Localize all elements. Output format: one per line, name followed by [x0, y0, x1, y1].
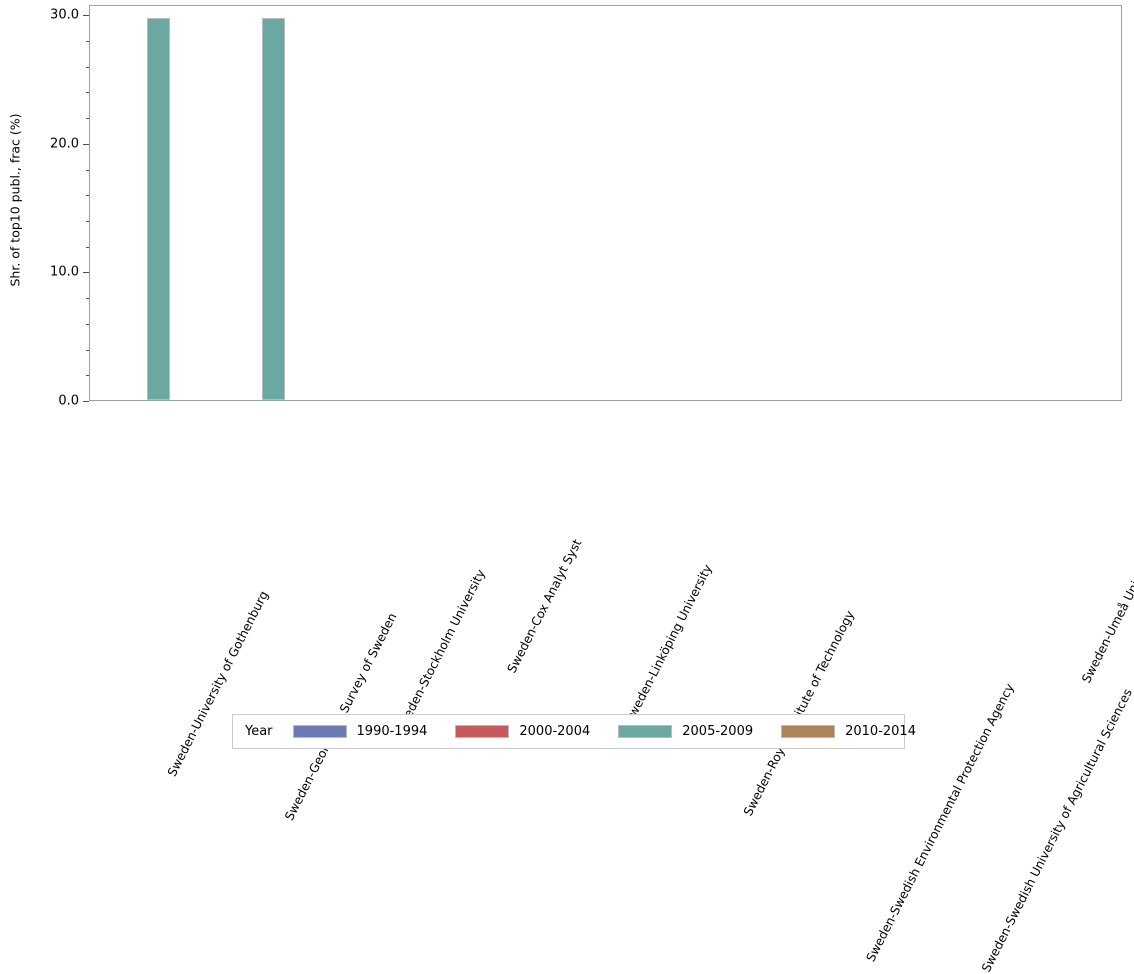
legend-entry[interactable]: 2005-2009: [618, 724, 753, 739]
y-tick-minor: [86, 41, 89, 42]
y-tick-minor: [86, 66, 89, 68]
x-tick-label-text: Sweden-Linköping University: [621, 562, 715, 726]
y-tick-minor: [86, 169, 89, 171]
legend-label: 2010-2014: [845, 724, 916, 739]
y-tick-major: [83, 272, 89, 274]
legend-swatch: [618, 725, 673, 738]
bar: [262, 18, 286, 400]
x-tick-label-text: Sweden-Swedish University of Agricultura…: [978, 686, 1134, 974]
y-tick-major: [83, 15, 89, 17]
x-tick-label: Sweden-Royal Institute of Technology: [741, 405, 961, 818]
x-tick-label: Sweden-Swedish Environmental Protection …: [864, 405, 1134, 964]
legend-swatch: [455, 725, 510, 738]
legend-entries: 1990-1994 2000-2004 2005-2009 2010-2014: [292, 724, 944, 739]
legend-entry[interactable]: 1990-1994: [292, 724, 428, 739]
y-tick-minor: [86, 349, 89, 351]
legend: Year 1990-1994 2000-2004 2005-2009 2010-201…: [232, 714, 916, 749]
legend-label: 2005-2009: [682, 724, 754, 739]
y-tick-label: 10.0: [50, 264, 79, 280]
legend-swatch: [292, 725, 347, 738]
y-tick-minor: [86, 323, 89, 325]
plot-area: [90, 6, 1121, 400]
legend-swatch: [781, 725, 836, 738]
x-tick-label-text: Sweden-Umeå University: [1078, 541, 1134, 686]
legend-label: 1990-1994: [356, 724, 428, 739]
y-tick-minor: [86, 246, 89, 248]
y-tick-label: 20.0: [50, 136, 79, 152]
x-tick-label: Sweden-Linköping University: [622, 405, 795, 726]
x-tick-label: Sweden-Cox Analyt Syst: [504, 405, 652, 675]
bar: [147, 18, 171, 400]
x-tick-label: Sweden-Geological Survey of Sweden: [282, 405, 504, 823]
legend-label: 2000-2004: [519, 724, 591, 739]
x-tick-label-text: Sweden-University of Gothenburg: [165, 588, 272, 779]
y-tick-label: 30.0: [50, 7, 79, 23]
y-tick-minor: [86, 195, 89, 197]
legend-entry[interactable]: 2000-2004: [455, 724, 590, 739]
y-tick-major: [83, 143, 89, 145]
x-tick-label-text: Sweden-Cox Analyt Syst: [504, 536, 585, 676]
y-tick-minor: [86, 92, 89, 94]
legend-title: Year: [245, 724, 273, 739]
y-axis: 0.0 10.0 20.0 30.0: [0, 0, 89, 408]
y-tick-minor: [86, 375, 89, 377]
y-tick-major: [83, 401, 89, 402]
x-tick-label: Sweden-University of Gothenburg: [165, 405, 365, 779]
y-tick-minor: [86, 118, 89, 120]
y-tick-minor: [86, 298, 89, 300]
y-tick-minor: [86, 221, 89, 222]
plot-axes: [89, 5, 1122, 401]
y-axis-label: Shr. of top10 publ., frac (%): [7, 113, 23, 287]
legend-entry[interactable]: 2010-2014: [781, 724, 916, 739]
x-axis-tick-labels: Sweden-University of GothenburgSweden-Ge…: [89, 401, 1134, 974]
y-tick-label: 0.0: [58, 393, 79, 409]
